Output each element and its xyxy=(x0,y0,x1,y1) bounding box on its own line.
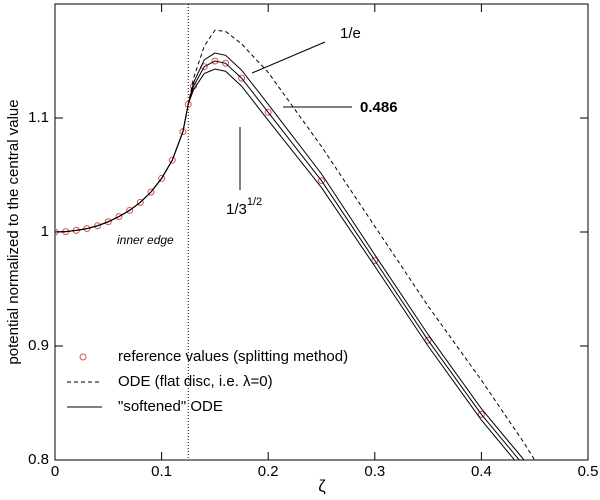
y-tick-label: 1 xyxy=(41,223,49,240)
y-axis-label: potential normalized to the central valu… xyxy=(5,99,22,364)
marker xyxy=(211,57,219,65)
marker xyxy=(104,218,112,226)
marker xyxy=(94,222,102,230)
marker xyxy=(158,174,166,182)
marker xyxy=(168,156,176,164)
x-tick-label: 0.1 xyxy=(151,463,172,480)
x-tick-label: 0.4 xyxy=(471,463,492,480)
x-tick-label: 0.3 xyxy=(364,463,385,480)
marker xyxy=(147,188,155,196)
plot-area xyxy=(55,29,538,481)
marker xyxy=(238,74,246,82)
y-tick-label: 1.1 xyxy=(28,109,49,126)
legend-label: reference values (splitting method) xyxy=(118,348,348,365)
marker xyxy=(179,128,187,136)
x-tick-label: 0 xyxy=(51,463,59,480)
marker xyxy=(126,206,134,214)
annotation: inner edge xyxy=(117,233,174,247)
curve xyxy=(55,60,520,460)
marker xyxy=(184,100,192,108)
marker xyxy=(136,198,144,206)
legend-label: "softened" ODE xyxy=(118,398,223,415)
annotation-sup: 1/2 xyxy=(247,196,262,208)
legend-marker xyxy=(79,353,87,361)
x-axis-label: ζ xyxy=(318,476,326,495)
annotation: 0.486 xyxy=(360,99,398,116)
marker xyxy=(83,225,91,233)
annotation: 1/31/2 xyxy=(226,196,262,218)
marker xyxy=(532,475,538,481)
y-tick-label: 0.8 xyxy=(28,451,49,468)
x-tick-label: 0.2 xyxy=(258,463,279,480)
annotation: 1/e xyxy=(340,25,361,42)
marker xyxy=(222,59,230,67)
marker xyxy=(264,108,272,116)
marker xyxy=(371,257,379,264)
marker xyxy=(477,410,485,418)
marker xyxy=(115,213,123,221)
marker xyxy=(424,336,432,344)
legend-label: ODE (flat disc, i.e. λ=0) xyxy=(118,373,273,390)
leader-line xyxy=(251,41,326,74)
marker xyxy=(318,177,325,185)
y-tick-label: 0.9 xyxy=(28,337,49,354)
marker xyxy=(521,463,527,469)
x-tick-label: 0.5 xyxy=(578,463,599,480)
curve xyxy=(55,68,516,460)
annotation-text: 1/3 xyxy=(226,201,247,218)
plot-frame xyxy=(54,3,589,461)
